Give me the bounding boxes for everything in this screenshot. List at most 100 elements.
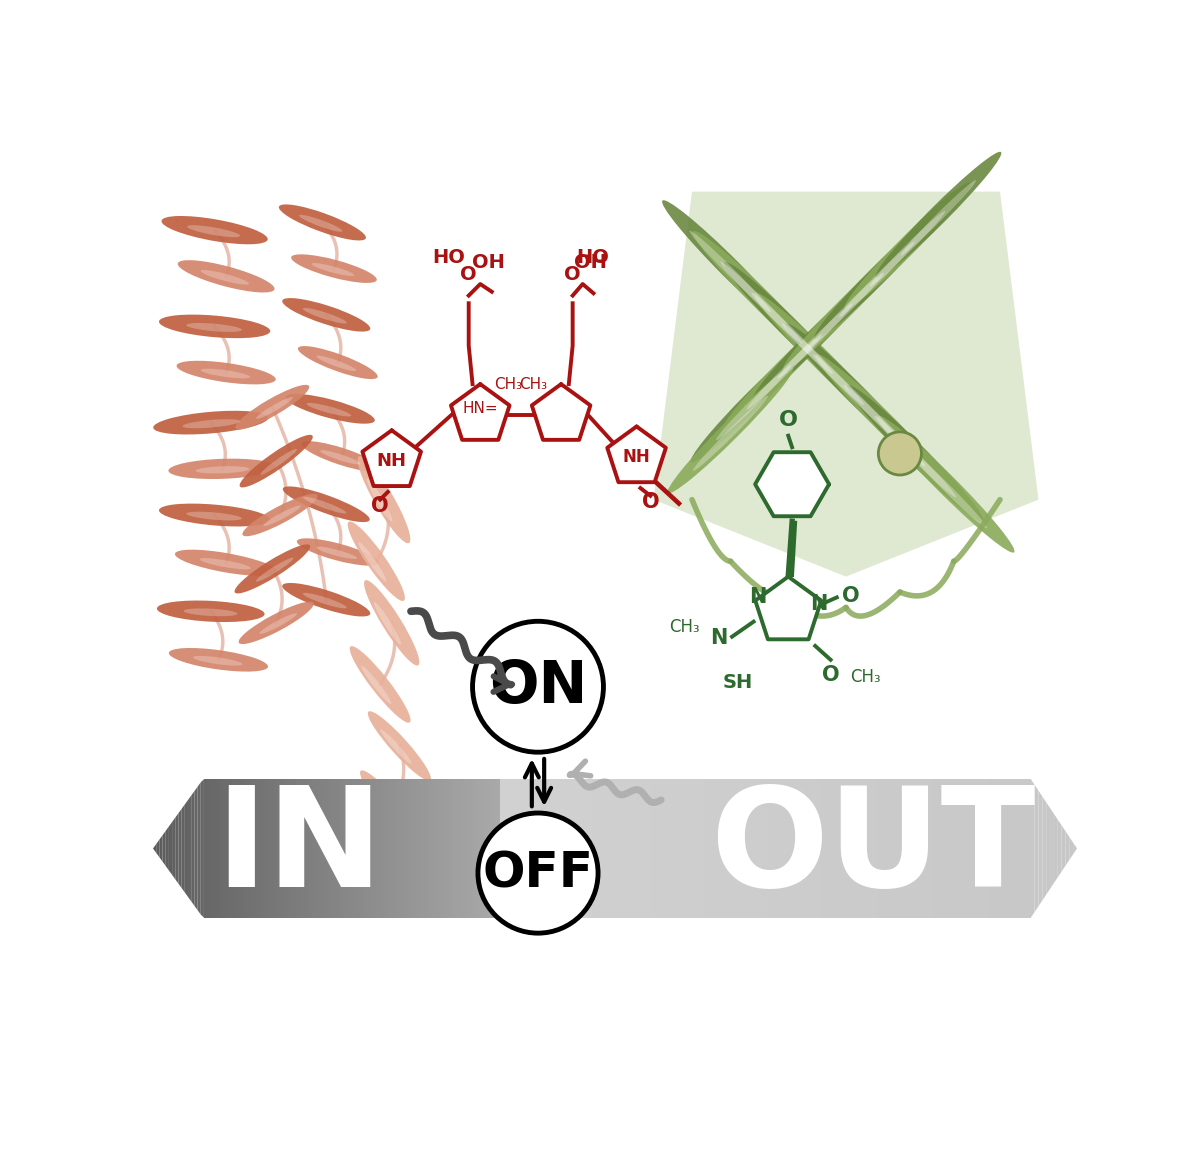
Polygon shape <box>1031 780 1034 917</box>
Polygon shape <box>538 780 542 917</box>
Ellipse shape <box>306 403 352 417</box>
Polygon shape <box>896 780 900 917</box>
Ellipse shape <box>242 494 318 537</box>
Ellipse shape <box>317 546 358 559</box>
Ellipse shape <box>282 584 371 616</box>
Polygon shape <box>217 780 220 917</box>
Ellipse shape <box>158 504 270 526</box>
Polygon shape <box>973 780 977 917</box>
Polygon shape <box>684 780 688 917</box>
Polygon shape <box>1043 796 1046 901</box>
Ellipse shape <box>784 244 908 370</box>
Polygon shape <box>302 780 306 917</box>
Polygon shape <box>316 780 318 917</box>
Ellipse shape <box>162 216 268 244</box>
Polygon shape <box>1069 837 1073 860</box>
Polygon shape <box>923 780 926 917</box>
Ellipse shape <box>368 711 431 781</box>
Polygon shape <box>200 780 204 917</box>
Polygon shape <box>344 780 347 917</box>
Ellipse shape <box>239 601 314 644</box>
Polygon shape <box>547 780 551 917</box>
Polygon shape <box>884 780 888 917</box>
Polygon shape <box>404 780 408 917</box>
Polygon shape <box>1066 831 1069 866</box>
Polygon shape <box>268 780 271 917</box>
Polygon shape <box>965 780 970 917</box>
Polygon shape <box>325 780 328 917</box>
Text: OUT: OUT <box>710 781 1036 916</box>
Polygon shape <box>191 791 194 906</box>
Polygon shape <box>642 780 646 917</box>
Polygon shape <box>1038 791 1043 907</box>
Polygon shape <box>474 780 478 917</box>
Ellipse shape <box>374 836 440 902</box>
Polygon shape <box>356 780 360 917</box>
Text: O: O <box>642 492 659 512</box>
Text: N: N <box>810 594 828 614</box>
Polygon shape <box>373 780 376 917</box>
Polygon shape <box>179 809 181 888</box>
Ellipse shape <box>746 334 822 410</box>
Polygon shape <box>654 191 1038 576</box>
Ellipse shape <box>296 538 379 566</box>
Polygon shape <box>877 780 881 917</box>
Ellipse shape <box>286 393 374 424</box>
Polygon shape <box>439 780 443 917</box>
Ellipse shape <box>298 347 378 379</box>
Polygon shape <box>427 780 430 917</box>
Polygon shape <box>1000 780 1004 917</box>
Polygon shape <box>408 780 410 917</box>
Ellipse shape <box>178 260 275 293</box>
Text: IN: IN <box>215 781 383 916</box>
Polygon shape <box>370 780 373 917</box>
Ellipse shape <box>157 601 264 622</box>
Ellipse shape <box>196 466 250 474</box>
Polygon shape <box>611 780 616 917</box>
Polygon shape <box>755 576 821 640</box>
Polygon shape <box>673 780 677 917</box>
Ellipse shape <box>282 298 371 331</box>
Polygon shape <box>792 780 796 917</box>
Polygon shape <box>506 780 510 917</box>
Polygon shape <box>364 780 366 917</box>
Polygon shape <box>181 804 185 893</box>
Polygon shape <box>611 780 614 917</box>
Polygon shape <box>599 780 601 917</box>
Polygon shape <box>654 780 658 917</box>
Polygon shape <box>977 780 980 917</box>
Ellipse shape <box>235 385 310 429</box>
Polygon shape <box>665 780 668 917</box>
Polygon shape <box>989 780 992 917</box>
Polygon shape <box>916 780 919 917</box>
Polygon shape <box>290 780 293 917</box>
Polygon shape <box>293 780 296 917</box>
Polygon shape <box>254 780 258 917</box>
Polygon shape <box>808 780 811 917</box>
Polygon shape <box>872 780 877 917</box>
Polygon shape <box>318 780 322 917</box>
Polygon shape <box>481 780 484 917</box>
Polygon shape <box>773 780 776 917</box>
Polygon shape <box>800 780 804 917</box>
Polygon shape <box>661 780 665 917</box>
Polygon shape <box>830 780 834 917</box>
Ellipse shape <box>302 497 347 513</box>
Polygon shape <box>584 780 588 917</box>
Polygon shape <box>362 431 421 485</box>
Text: N: N <box>749 587 766 607</box>
Ellipse shape <box>158 315 270 338</box>
Polygon shape <box>1019 780 1024 917</box>
Polygon shape <box>938 780 942 917</box>
Polygon shape <box>970 780 973 917</box>
Polygon shape <box>593 780 595 917</box>
Polygon shape <box>623 780 626 917</box>
Polygon shape <box>510 780 512 917</box>
Polygon shape <box>604 780 607 917</box>
Text: ON: ON <box>488 658 587 715</box>
Polygon shape <box>281 780 283 917</box>
Ellipse shape <box>263 505 301 526</box>
Polygon shape <box>565 780 569 917</box>
Polygon shape <box>958 780 961 917</box>
Polygon shape <box>227 780 229 917</box>
